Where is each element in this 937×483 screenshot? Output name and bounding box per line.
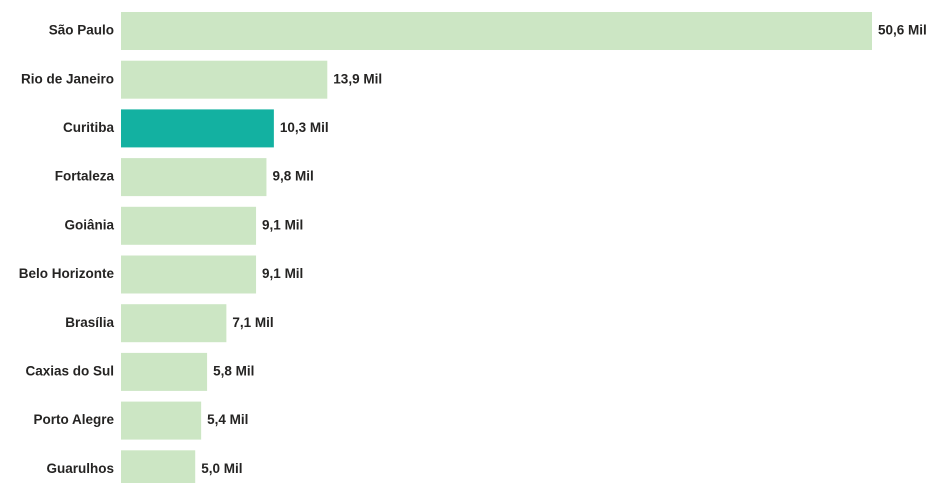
category-label: São Paulo	[49, 23, 114, 38]
category-label: Rio de Janeiro	[21, 71, 114, 86]
category-label: Belo Horizonte	[19, 266, 115, 281]
bar	[121, 304, 227, 343]
bar	[121, 206, 257, 245]
data-label: 9,8 Mil	[272, 169, 313, 184]
bar	[121, 60, 328, 99]
category-label: Goiânia	[64, 217, 114, 232]
category-label: Porto Alegre	[33, 412, 114, 427]
bar	[121, 352, 208, 391]
bar	[121, 255, 257, 294]
category-label: Curitiba	[63, 120, 114, 135]
data-label: 10,3 Mil	[280, 120, 329, 135]
category-label: Caxias do Sul	[25, 363, 114, 378]
data-label: 7,1 Mil	[232, 315, 273, 330]
bar	[121, 450, 196, 483]
data-label: 9,1 Mil	[262, 217, 303, 232]
category-label: Brasília	[65, 315, 114, 330]
bar	[121, 109, 274, 148]
bar	[121, 12, 872, 50]
data-label: 50,6 Mil	[878, 23, 927, 38]
data-label: 9,1 Mil	[262, 266, 303, 281]
bar	[121, 158, 267, 197]
data-label: 5,0 Mil	[201, 461, 242, 476]
data-label: 13,9 Mil	[333, 71, 382, 86]
category-label: Guarulhos	[46, 461, 114, 476]
category-label: Fortaleza	[55, 169, 115, 184]
data-label: 5,4 Mil	[207, 412, 248, 427]
bar	[121, 401, 202, 440]
data-label: 5,8 Mil	[213, 363, 254, 378]
